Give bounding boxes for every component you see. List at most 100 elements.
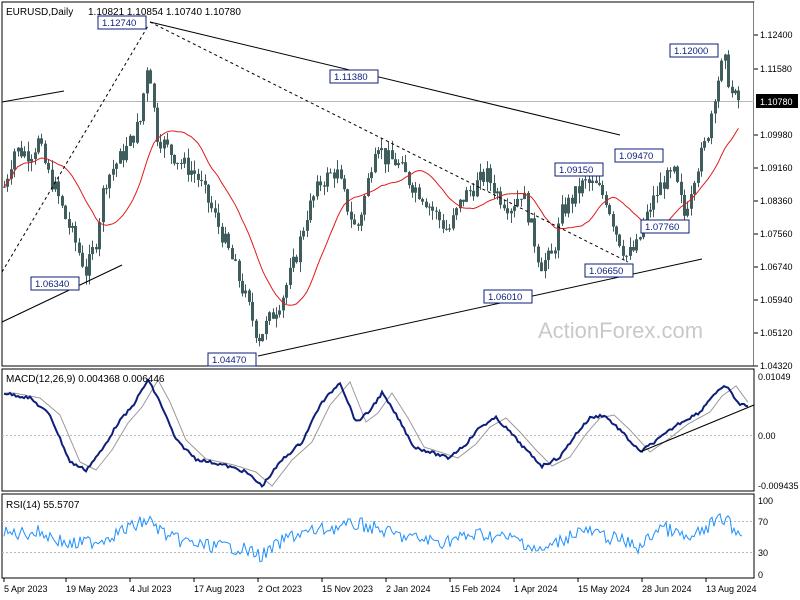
price-annotation-label: 1.07760 [645, 222, 679, 233]
moving-average-line [3, 128, 739, 306]
price-panel-frame [1, 1, 755, 367]
candle-body [122, 151, 125, 161]
candle-body [438, 211, 441, 221]
candle-body [639, 237, 642, 240]
candle-body [146, 70, 149, 94]
candle-body [105, 188, 108, 190]
candle-body [98, 222, 101, 250]
candle-body [496, 191, 499, 194]
candle-body [680, 181, 683, 195]
candle-body [550, 250, 553, 254]
candle-body [455, 208, 458, 216]
candle-body [166, 139, 169, 145]
price-tick-label: 1.12400 [760, 30, 793, 40]
candle-body [227, 233, 230, 249]
price-annotation-label: 1.12000 [674, 46, 708, 57]
price-annotation-box [669, 43, 719, 58]
candle-body [326, 172, 329, 187]
candle-body [397, 163, 400, 166]
candle-body [690, 194, 693, 209]
price-annotations: 1.12740 1.11380 1.12000 1.09150 1.09470 1.077… [30, 15, 719, 367]
candle-body [720, 60, 723, 81]
macd-signal-line [4, 378, 749, 487]
candle-body [615, 226, 618, 235]
candle-body [292, 256, 295, 268]
candle-body [380, 148, 383, 151]
date-tick-label: 2 Oct 2023 [258, 584, 302, 594]
candle-body [578, 186, 581, 194]
candle-body [183, 157, 186, 164]
candle-body [482, 171, 485, 182]
candle-body [683, 194, 686, 216]
date-axis: 5 Apr 2023 19 May 2023 4 Jul 2023 17 Aug 20… [3, 578, 757, 594]
candle-body [459, 199, 462, 209]
candle-body [635, 239, 638, 251]
candle-body [108, 174, 111, 189]
candle-body [197, 173, 200, 180]
rsi-panel-frame [1, 493, 755, 579]
price-tick-label: 1.09160 [760, 163, 793, 173]
candle-body [204, 180, 207, 185]
macd-tick-zero: 0.00 [758, 431, 776, 441]
candle-body [340, 169, 343, 179]
candle-body [248, 290, 251, 302]
candle-body [418, 187, 421, 200]
candle-body [595, 180, 598, 183]
candle-body [394, 159, 397, 166]
price-panel: 1.12400 1.11580 1.09980 1.09160 1.08360 1.075… [1, 1, 798, 371]
candle-body [323, 185, 326, 187]
candle-body [180, 162, 183, 164]
candle-body [717, 80, 720, 102]
candle-body [129, 135, 132, 146]
candle-body [272, 312, 275, 319]
candle-body [47, 162, 50, 170]
candle-body [61, 196, 64, 206]
price-annotation-box [207, 352, 257, 367]
candle-body [479, 171, 482, 181]
candle-body [255, 320, 258, 338]
candle-body [193, 170, 196, 174]
candle-body [547, 250, 550, 261]
price-annotation-label: 1.06340 [35, 279, 69, 290]
candle-body [343, 178, 346, 190]
candles [3, 50, 740, 347]
price-annotation-label: 1.09150 [559, 165, 593, 176]
price-tick-label: 1.08360 [760, 196, 793, 206]
price-annotation-label: 1.06010 [488, 292, 522, 303]
candle-body [214, 208, 217, 213]
candle-body [608, 205, 611, 215]
price-annotation-box [640, 219, 690, 234]
candle-body [153, 83, 156, 108]
candle-body [652, 195, 655, 210]
price-axis-area [754, 2, 798, 366]
candle-body [68, 219, 71, 228]
candle-body [663, 182, 666, 189]
candle-body [251, 301, 254, 321]
candle-body [57, 181, 60, 197]
candle-body [564, 204, 567, 214]
candle-body [588, 179, 591, 183]
candle-body [125, 145, 128, 161]
price-annotation-label: 1.11380 [334, 72, 368, 83]
candle-body [224, 233, 227, 243]
macd-line [3, 378, 749, 488]
candle-body [119, 151, 122, 164]
candle-body [669, 170, 672, 172]
candle-body [448, 228, 451, 230]
candle-body [312, 196, 315, 201]
current-price-tag [756, 94, 798, 108]
price-annotation-label: 1.04470 [212, 355, 246, 366]
candle-body [275, 314, 278, 319]
current-price-label: 1.10780 [760, 97, 793, 107]
macd-tick-top: 0.01049 [758, 372, 791, 382]
candle-body [265, 320, 268, 335]
candle-body [697, 171, 700, 183]
candle-body [20, 147, 23, 157]
candle-body [136, 121, 139, 143]
candle-body [445, 228, 448, 230]
candle-body [302, 230, 305, 237]
candle-body [601, 184, 604, 196]
candle-body [710, 113, 713, 139]
candle-body [452, 215, 455, 229]
candle-body [540, 262, 543, 272]
